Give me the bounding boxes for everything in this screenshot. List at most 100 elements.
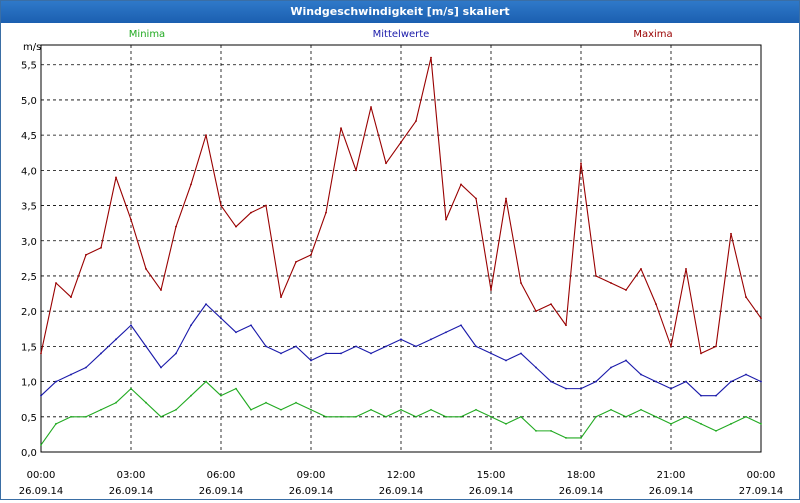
data-point-mittelwerte <box>625 359 627 362</box>
data-point-minima <box>715 429 717 432</box>
data-point-maxima <box>610 282 612 284</box>
data-point-minima <box>205 380 207 383</box>
plot-frame <box>40 44 762 453</box>
data-point-minima <box>505 422 507 425</box>
data-point-maxima <box>400 141 402 144</box>
data-point-mittelwerte <box>745 373 747 376</box>
data-point-mittelwerte <box>400 338 402 341</box>
window-title: Windgeschwindigkeit [m/s] skaliert <box>1 1 799 23</box>
data-point-maxima <box>700 352 702 355</box>
data-point-maxima <box>160 289 162 291</box>
data-point-mittelwerte <box>580 387 582 390</box>
axes: 0,0 0,5 1,0 1,5 2,0 2,5 3,0 3,5 4,0 4,5 5,0 5,5 m/s 0… <box>19 42 784 497</box>
data-point-maxima <box>115 176 117 179</box>
x-tick-date: 26.09.14 <box>379 486 424 497</box>
data-point-minima <box>115 401 117 404</box>
data-point-maxima <box>190 183 192 186</box>
series-points-minima <box>40 380 762 446</box>
data-point-minima <box>340 415 342 418</box>
data-point-mittelwerte <box>220 317 222 320</box>
data-point-minima <box>430 408 432 411</box>
data-point-minima <box>445 415 447 418</box>
data-point-minima <box>250 408 252 411</box>
data-point-mittelwerte <box>340 352 342 355</box>
data-point-mittelwerte <box>70 373 72 376</box>
data-point-minima <box>310 408 312 411</box>
data-point-mittelwerte <box>85 366 87 369</box>
data-point-minima <box>670 422 672 425</box>
data-point-mittelwerte <box>130 324 132 327</box>
data-point-minima <box>160 415 162 418</box>
x-tick-date: 26.09.14 <box>199 486 244 497</box>
data-point-mittelwerte <box>295 345 297 348</box>
data-point-minima <box>700 422 702 425</box>
x-tick-date: 26.09.14 <box>469 486 514 497</box>
y-axis-unit: m/s <box>23 42 41 53</box>
data-point-minima <box>760 422 762 425</box>
data-point-mittelwerte <box>190 324 192 327</box>
data-point-maxima <box>595 275 597 277</box>
data-point-mittelwerte <box>40 394 42 397</box>
data-point-mittelwerte <box>595 380 597 383</box>
data-point-maxima <box>745 296 747 298</box>
data-point-maxima <box>175 225 177 228</box>
data-point-mittelwerte <box>100 352 102 355</box>
data-point-maxima <box>430 56 432 59</box>
y-tick-label: 2,0 <box>21 307 37 318</box>
data-point-maxima <box>205 134 207 137</box>
data-point-minima <box>280 408 282 411</box>
data-point-maxima <box>280 296 282 298</box>
data-point-maxima <box>385 162 387 165</box>
data-point-mittelwerte <box>160 366 162 369</box>
x-tick-date: 26.09.14 <box>559 486 604 497</box>
data-point-maxima <box>130 218 132 221</box>
y-tick-label: 5,5 <box>21 61 37 72</box>
y-tick-label: 1,5 <box>21 342 37 353</box>
x-tick-time: 15:00 <box>477 470 506 481</box>
data-point-maxima <box>370 106 372 108</box>
data-point-minima <box>70 415 72 418</box>
series-points-mittelwerte <box>40 303 762 397</box>
legend-entry-minima: Minima <box>129 29 165 40</box>
data-point-minima <box>490 415 492 418</box>
data-point-mittelwerte <box>670 387 672 390</box>
data-point-mittelwerte <box>475 345 477 348</box>
data-point-minima <box>235 387 237 390</box>
data-point-maxima <box>505 197 507 200</box>
data-point-maxima <box>655 303 657 306</box>
grid <box>41 45 761 452</box>
data-point-mittelwerte <box>700 394 702 397</box>
data-point-mittelwerte <box>385 345 387 348</box>
x-tick-time: 12:00 <box>387 470 416 481</box>
data-point-minima <box>190 394 192 397</box>
data-point-mittelwerte <box>655 380 657 383</box>
y-tick-label: 4,5 <box>21 131 37 142</box>
data-point-minima <box>100 408 102 411</box>
data-point-maxima <box>40 352 42 355</box>
data-point-mittelwerte <box>460 324 462 327</box>
data-point-minima <box>565 437 567 439</box>
data-point-maxima <box>340 127 342 129</box>
data-point-maxima <box>490 289 492 291</box>
data-point-minima <box>610 408 612 411</box>
wind-speed-chart: 0,0 0,5 1,0 1,5 2,0 2,5 3,0 3,5 4,0 4,5 5,0 5,5 m/s 0… <box>19 29 784 497</box>
data-point-minima <box>385 415 387 418</box>
data-point-maxima <box>445 218 447 221</box>
data-point-mittelwerte <box>445 331 447 334</box>
legend-entry-mittelwerte: Mittelwerte <box>373 29 430 40</box>
data-point-mittelwerte <box>490 352 492 355</box>
data-point-mittelwerte <box>325 352 327 355</box>
data-point-maxima <box>730 232 732 235</box>
x-tick-time: 18:00 <box>567 470 596 481</box>
legend-entry-maxima: Maxima <box>633 29 672 40</box>
data-point-mittelwerte <box>520 352 522 355</box>
x-tick-time: 03:00 <box>117 470 146 481</box>
data-point-minima <box>370 408 372 411</box>
data-point-maxima <box>100 246 102 249</box>
data-point-minima <box>745 415 747 418</box>
data-point-minima <box>730 422 732 425</box>
data-point-mittelwerte <box>370 352 372 355</box>
data-point-maxima <box>760 317 762 320</box>
data-point-mittelwerte <box>355 345 357 348</box>
y-tick-label: 4,0 <box>21 166 37 177</box>
